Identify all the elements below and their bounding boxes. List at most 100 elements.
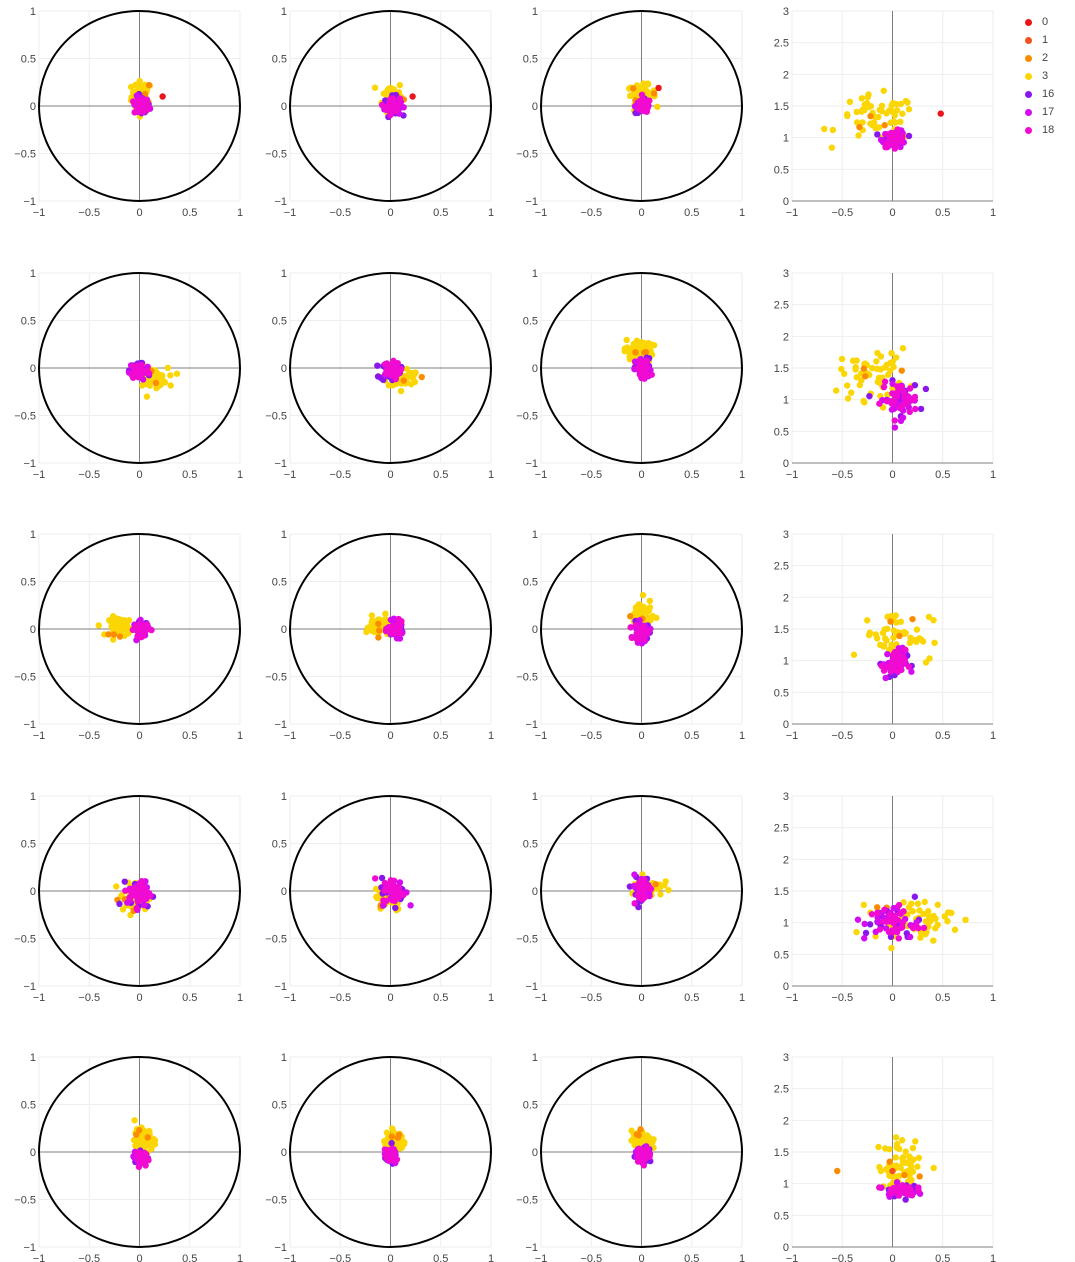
x-tick-label: 0 (638, 992, 644, 1004)
y-tick-label: 0 (281, 886, 287, 898)
points (851, 612, 938, 681)
legend-item[interactable]: 16 (1025, 85, 1054, 103)
legend-item[interactable]: 2 (1025, 49, 1054, 67)
y-tick-label: 1.5 (774, 624, 789, 636)
point-series-3 (935, 922, 941, 928)
point-series-18 (388, 630, 394, 636)
y-tick-label: 2.5 (774, 300, 789, 312)
point-series-2 (874, 904, 880, 910)
point-series-18 (642, 1150, 648, 1156)
y-tick-label: −1 (23, 719, 36, 731)
point-series-18 (138, 885, 144, 891)
x-tick-label: 0 (387, 730, 393, 742)
y-tick-label: −0.5 (516, 934, 538, 946)
point-series-3 (650, 613, 656, 619)
point-series-3 (633, 606, 639, 612)
y-tick-label: 0 (783, 1242, 789, 1254)
point-series-18 (382, 361, 388, 367)
point-series-18 (629, 635, 635, 641)
y-tick-label: 0.5 (523, 316, 538, 328)
y-tick-label: −1 (274, 458, 287, 470)
legend-item[interactable]: 0 (1025, 13, 1054, 31)
x-tick-label: 1 (739, 469, 745, 481)
y-tick-label: −0.5 (265, 149, 287, 161)
point-series-3 (877, 642, 883, 648)
point-series-3 (651, 342, 657, 348)
x-tick-label: 0.5 (935, 207, 950, 219)
point-series-3 (896, 1164, 902, 1170)
point-series-2 (856, 124, 862, 130)
point-series-3 (914, 1164, 920, 1170)
x-tick-label: 1 (739, 207, 745, 219)
legend-item[interactable]: 3 (1025, 67, 1054, 85)
point-series-3 (882, 635, 888, 641)
point-series-18 (138, 897, 144, 903)
legend-item[interactable]: 17 (1025, 103, 1054, 121)
y-tick-label: 2 (783, 592, 789, 604)
point-series-18 (869, 911, 875, 917)
points (363, 611, 405, 642)
point-series-2 (834, 1168, 840, 1174)
point-series-3 (890, 100, 896, 106)
subplot-r3-c4: −1 −0.5 0 0.5 100.511.522.53 (774, 529, 996, 742)
x-tick-label: 1 (237, 469, 243, 481)
point-series-16 (867, 921, 873, 927)
point-series-16 (918, 406, 924, 412)
point-series-16 (866, 393, 872, 399)
point-series-3 (838, 366, 844, 372)
point-series-18 (640, 101, 646, 107)
x-tick-label: 1 (488, 730, 494, 742)
y-tick-label: −1 (274, 719, 287, 731)
y-tick-label: 0 (783, 719, 789, 731)
y-tick-label: −1 (525, 719, 538, 731)
point-series-18 (135, 627, 141, 633)
point-series-2 (419, 374, 425, 380)
point-series-3 (396, 1141, 402, 1147)
y-tick-label: 1 (281, 529, 287, 541)
point-series-2 (146, 82, 152, 88)
x-tick-label: −0.5 (78, 1253, 100, 1262)
point-series-17 (134, 92, 140, 98)
legend-item[interactable]: 18 (1025, 121, 1054, 139)
y-tick-label: 0.5 (523, 54, 538, 66)
x-tick-label: 1 (739, 992, 745, 1004)
point-series-3 (897, 119, 903, 125)
point-series-18 (383, 898, 389, 904)
x-tick-label: −1 (284, 730, 297, 742)
x-tick-label: 0 (889, 207, 895, 219)
subplot-r4-c2: −1 −0.5 0 0.5 1−1−0.500.51 (265, 791, 494, 1004)
y-tick-label: −0.5 (14, 411, 36, 423)
point-series-2 (901, 1172, 907, 1178)
point-series-3 (384, 1130, 390, 1136)
point-series-3 (918, 636, 924, 642)
subplot-r4-c1: −1 −0.5 0 0.5 1−1−0.500.51 (14, 791, 243, 1004)
point-series-18 (372, 875, 378, 881)
y-tick-label: −0.5 (265, 1195, 287, 1207)
point-series-3 (174, 371, 180, 377)
point-series-2 (909, 616, 915, 622)
point-series-0 (655, 85, 661, 91)
y-tick-label: 1 (532, 791, 538, 803)
y-tick-label: −1 (23, 1242, 36, 1254)
point-series-3 (923, 659, 929, 665)
point-series-3 (654, 104, 660, 110)
legend-label: 0 (1042, 16, 1048, 28)
point-series-3 (862, 101, 868, 107)
point-series-0 (938, 110, 944, 116)
x-tick-label: 1 (488, 1253, 494, 1262)
point-series-3 (930, 937, 936, 943)
y-tick-label: 0 (30, 624, 36, 636)
point-series-18 (136, 367, 142, 373)
point-series-16 (906, 133, 912, 139)
x-tick-label: −0.5 (78, 207, 100, 219)
y-tick-label: 0.5 (774, 949, 789, 961)
y-tick-label: −1 (23, 196, 36, 208)
point-series-3 (391, 86, 397, 92)
legend-item[interactable]: 1 (1025, 31, 1054, 49)
point-series-3 (874, 350, 880, 356)
x-tick-label: 0 (387, 1253, 393, 1262)
point-series-18 (391, 878, 397, 884)
x-tick-label: 0 (136, 992, 142, 1004)
y-tick-label: −0.5 (516, 672, 538, 684)
point-series-3 (821, 126, 827, 132)
